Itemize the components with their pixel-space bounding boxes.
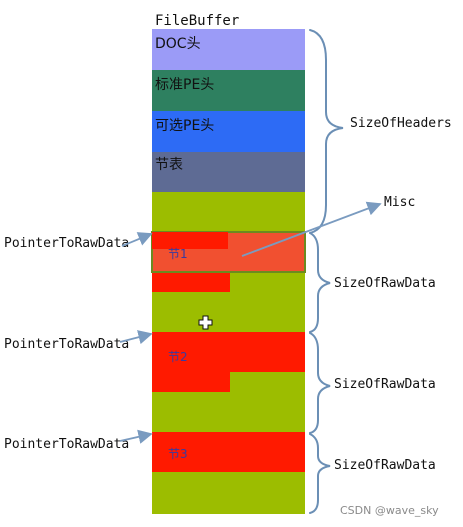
section-1-label: 节1 (168, 247, 188, 261)
dos-header-block: DOC头 (152, 29, 305, 70)
size-of-raw-data-brace-1 (309, 232, 331, 333)
section-2-data (152, 332, 305, 372)
optional-pe-header-label: 可选PE头 (155, 118, 215, 134)
size-of-raw-data-label-1: SizeOfRawData (334, 276, 436, 291)
section-3-data (152, 432, 305, 472)
section-2-data-tail (152, 372, 230, 392)
pointer-arrow-2 (119, 330, 153, 345)
size-of-raw-data-label-3: SizeOfRawData (334, 458, 436, 473)
optional-pe-header-block: 可选PE头 (152, 111, 305, 152)
section-table-label: 节表 (155, 157, 183, 173)
watermark: CSDN @wave_sky (340, 504, 439, 517)
size-of-raw-data-label-2: SizeOfRawData (334, 377, 436, 392)
dos-header-label: DOC头 (155, 36, 201, 52)
size-of-raw-data-brace-2 (309, 332, 331, 434)
crosshair-cursor-icon (198, 315, 213, 330)
size-of-headers-label: SizeOfHeaders (350, 116, 452, 131)
size-of-headers-brace (309, 29, 344, 234)
section-table-block: 节表 (152, 152, 305, 192)
size-of-raw-data-brace-3 (309, 433, 331, 514)
header-padding-block (152, 192, 305, 232)
section-1-block: 节1 (151, 231, 306, 332)
standard-pe-header-block: 标准PE头 (152, 70, 305, 111)
pointer-to-raw-data-label-1: PointerToRawData (4, 236, 130, 251)
pointer-arrow-3 (119, 429, 153, 444)
section-3-block: 节3 (152, 432, 305, 514)
pointer-to-raw-data-label-2: PointerToRawData (4, 337, 130, 352)
section-2-block: 节2 (152, 332, 305, 432)
section-1-data-tail (152, 272, 230, 292)
standard-pe-header-label: 标准PE头 (155, 77, 215, 93)
section-2-label: 节2 (168, 350, 188, 364)
pointer-arrow-1 (121, 232, 153, 247)
misc-label: Misc (384, 195, 416, 210)
section-3-label: 节3 (168, 447, 188, 461)
section-1-inner (152, 232, 228, 249)
misc-arrow (241, 201, 382, 257)
pointer-to-raw-data-label-3: PointerToRawData (4, 437, 130, 452)
filebuffer-title: FileBuffer (155, 13, 240, 29)
